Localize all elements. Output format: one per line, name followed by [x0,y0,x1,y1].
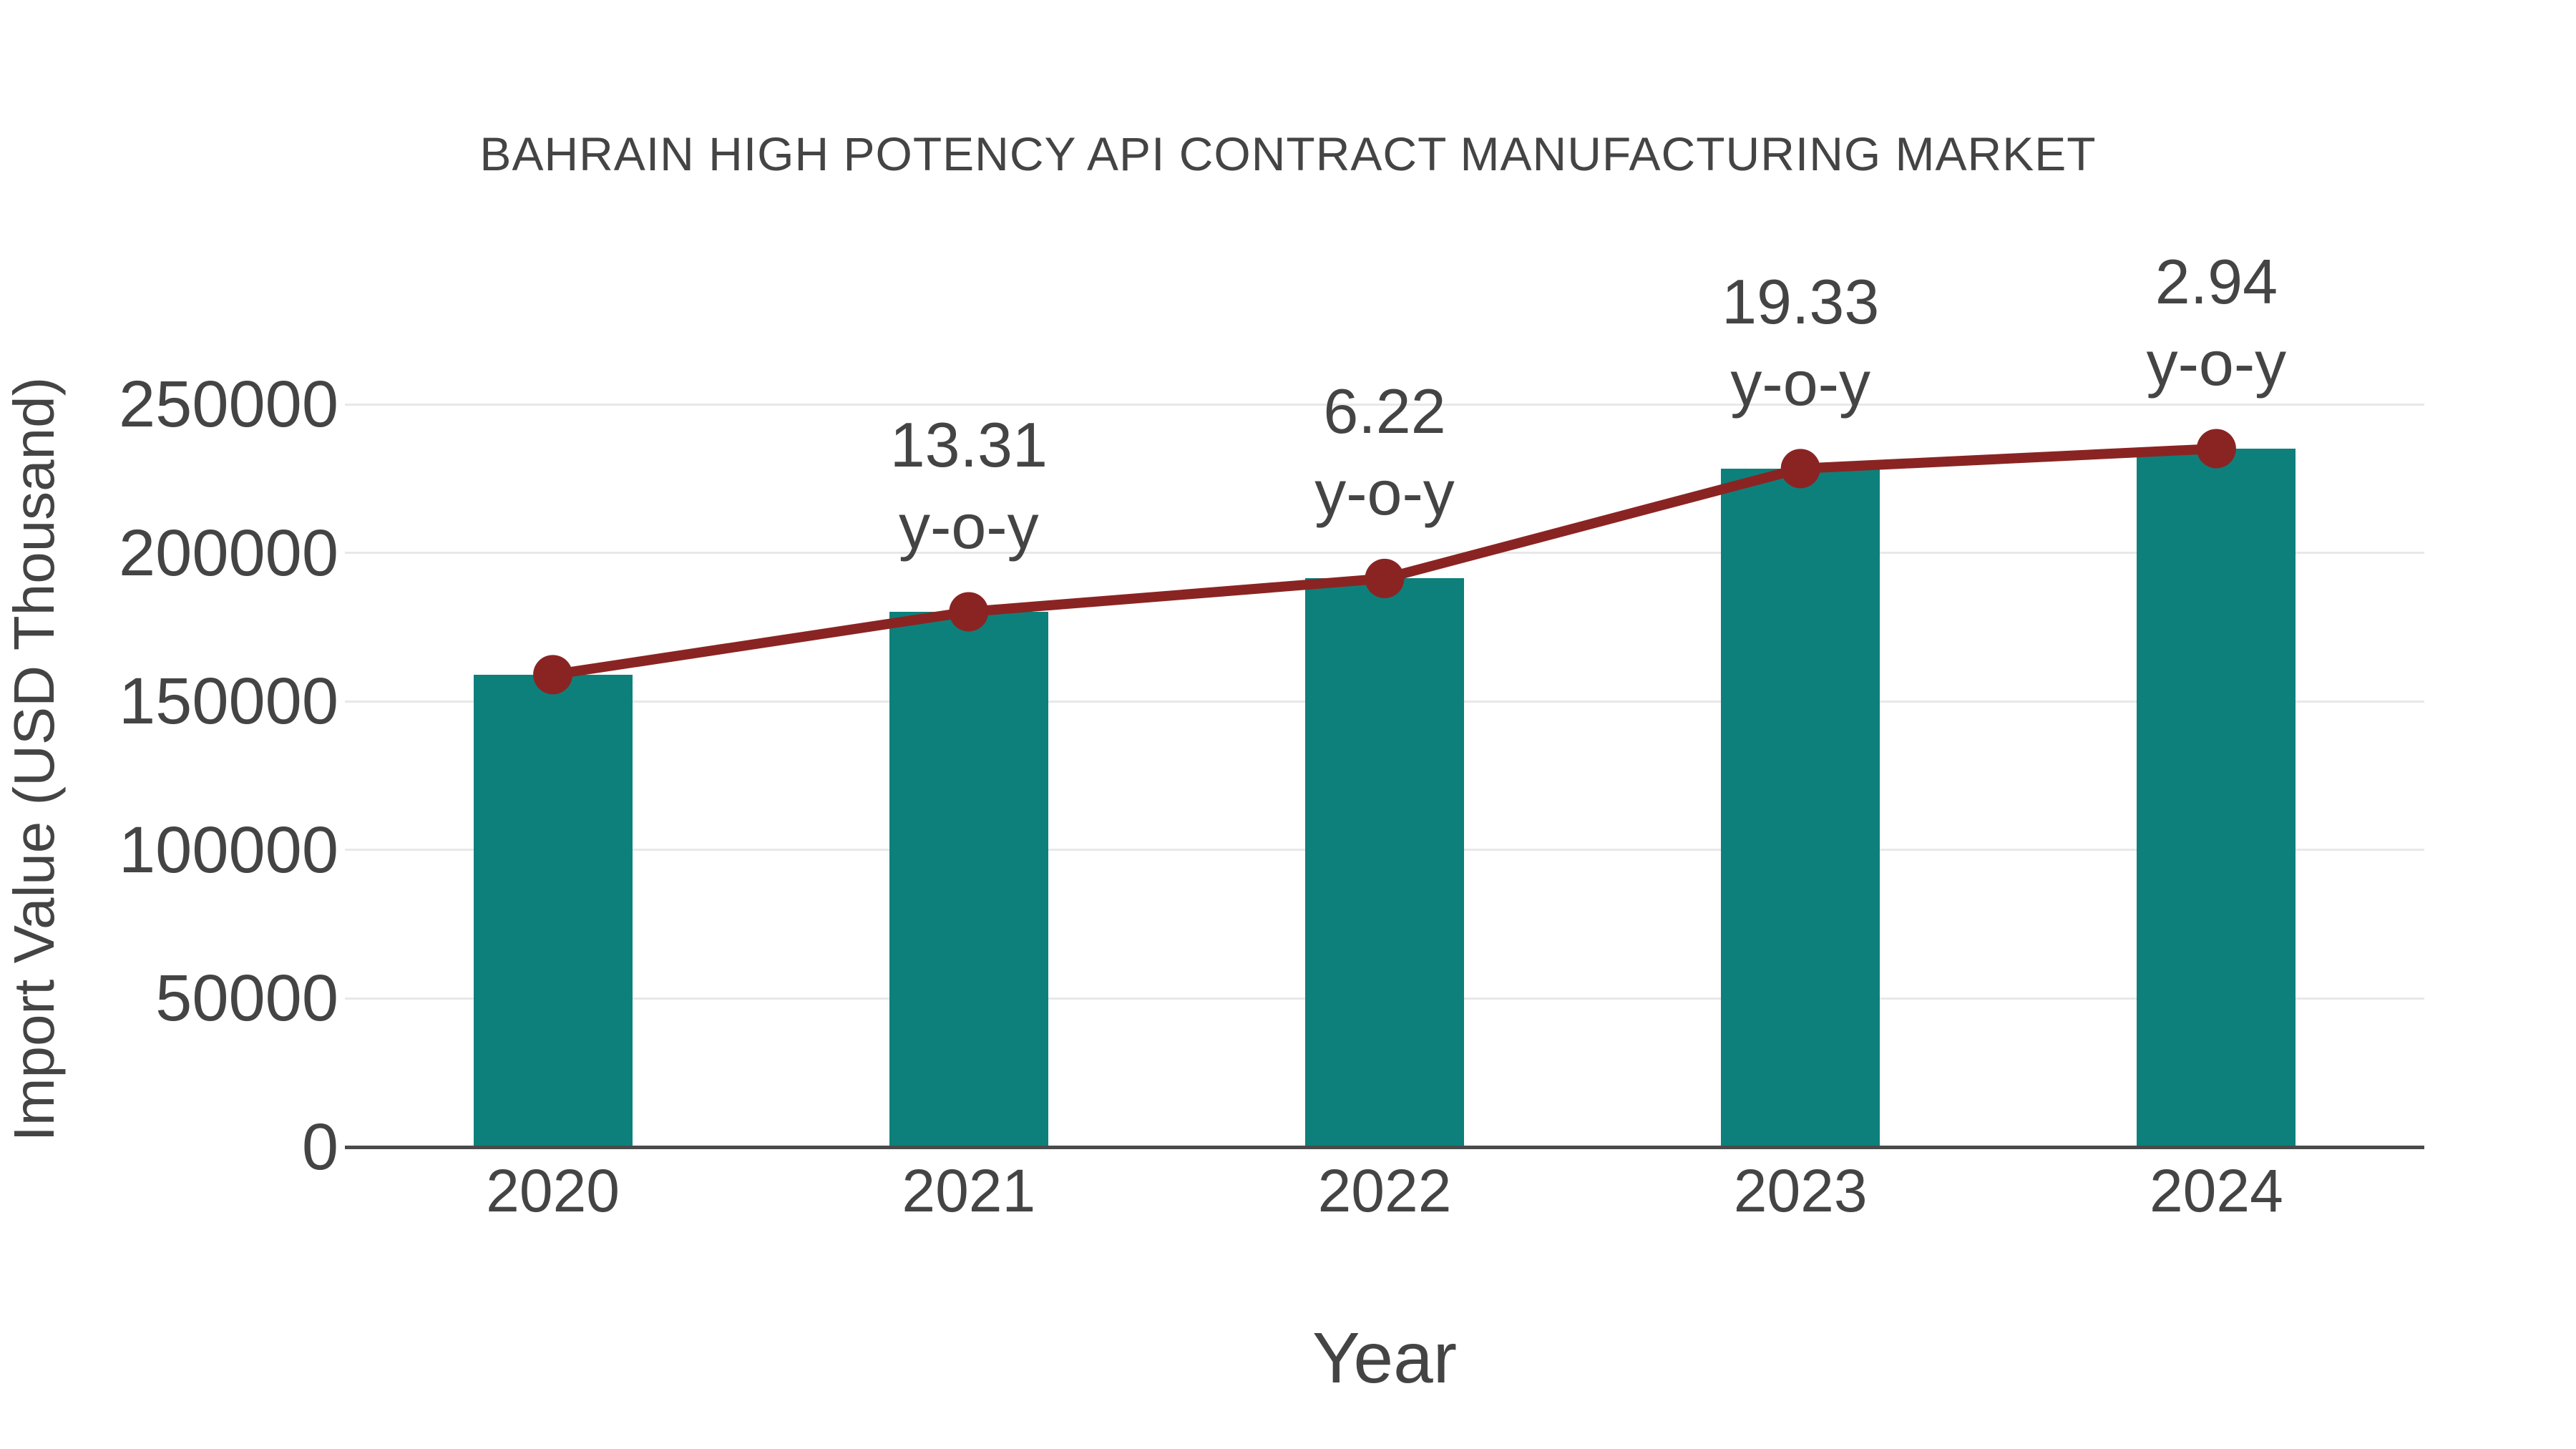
yoy-suffix: y-o-y [2146,327,2287,399]
yoy-annotation-2024: 2.94 y-o-y [1930,241,2502,404]
x-tick-label-2020: 2020 [486,1157,620,1224]
yoy-value: 19.33 [1722,265,1880,337]
y-tick-label: 100000 [119,813,338,887]
x-axis-line [345,1146,2424,1149]
bar-2020 [473,674,633,1147]
yoy-annotation-2021: 13.31 y-o-y [683,404,1255,567]
yoy-value: 13.31 [889,409,1048,480]
yoy-annotation-2022: 6.22 y-o-y [1098,371,1671,534]
gridline-y-250000 [345,403,2424,406]
gridline-y-200000 [345,552,2424,555]
x-tick-label-2021: 2021 [902,1157,1036,1224]
y-tick-label: 250000 [119,368,338,441]
yoy-value: 6.22 [1323,376,1446,447]
y-tick-label: 0 [301,1111,338,1184]
yoy-suffix: y-o-y [899,490,1039,562]
y-tick-label: 150000 [119,665,338,738]
chart-title: BAHRAIN HIGH POTENCY API CONTRACT MANUFA… [479,127,2097,180]
bar-2021 [889,611,1048,1147]
x-axis-title: Year [1312,1318,1458,1398]
bar-2024 [2137,448,2296,1147]
yoy-value: 2.94 [2155,245,2278,317]
x-tick-label-2024: 2024 [2149,1157,2283,1224]
yoy-suffix: y-o-y [1314,457,1455,529]
yoy-annotation-2023: 19.33 y-o-y [1514,261,2087,424]
yoy-suffix: y-o-y [1730,347,1870,419]
x-tick-label-2023: 2023 [1733,1157,1868,1224]
bar-2022 [1305,578,1464,1147]
x-tick-label-2022: 2022 [1317,1157,1452,1224]
bar-2023 [1721,468,1880,1147]
y-tick-label: 50000 [155,962,338,1035]
y-tick-label: 200000 [119,516,338,590]
